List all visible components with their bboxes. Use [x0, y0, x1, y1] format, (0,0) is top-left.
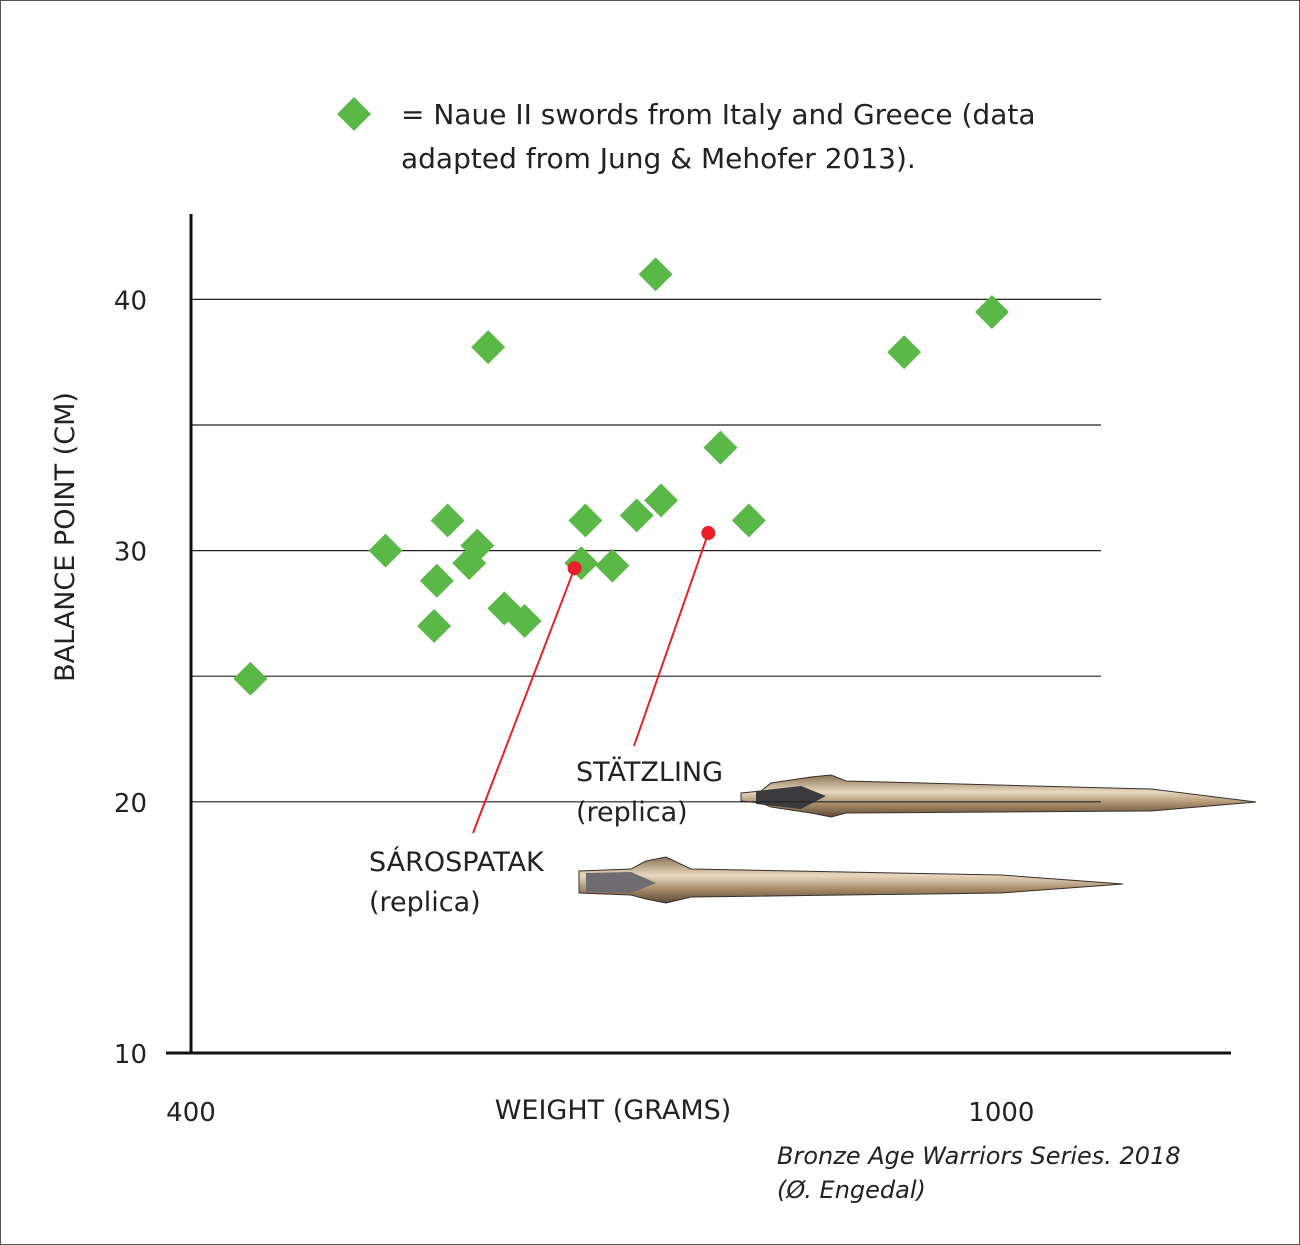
data-point — [638, 257, 673, 292]
x-tick-label: 400 — [166, 1098, 216, 1128]
credit-line: Bronze Age Warriors Series. 2018 — [777, 1142, 1181, 1170]
legend-marker — [337, 97, 371, 131]
y-tick-label: 40 — [114, 286, 147, 316]
data-point — [644, 483, 678, 518]
data-point — [430, 503, 465, 538]
y-tick-label: 30 — [114, 538, 147, 568]
data-point — [568, 503, 603, 538]
highlight-label: STÄTZLING — [576, 756, 723, 788]
credit: Bronze Age Warriors Series. 2018 (Ø. Eng… — [777, 1139, 1181, 1207]
highlight-point — [567, 561, 582, 576]
x-tick-label: 1000 — [968, 1098, 1034, 1128]
data-point — [564, 546, 599, 581]
credit-line: (Ø. Engedal) — [777, 1176, 926, 1204]
y-axis-label: BALANCE POINT (CM) — [50, 392, 81, 682]
highlight-point — [701, 526, 716, 541]
x-axis-label: WEIGHT (GRAMS) — [495, 1095, 732, 1126]
highlight-sublabel: (replica) — [576, 797, 688, 828]
data-point — [887, 335, 922, 370]
highlight-sublabel: (replica) — [369, 887, 481, 918]
y-tick-label: 10 — [114, 1040, 147, 1070]
data-point — [460, 528, 495, 563]
data-point — [417, 608, 452, 643]
data-point — [507, 603, 542, 638]
data-point — [619, 498, 654, 533]
y-tick-label: 20 — [114, 789, 147, 819]
sword-statzling — [740, 774, 1257, 818]
leader-line — [633, 532, 710, 747]
data-point — [974, 294, 1009, 329]
legend-text: = Naue II swords from Italy and Greece (… — [401, 98, 1036, 175]
data-point — [233, 661, 268, 696]
data-point — [471, 330, 506, 365]
highlight-label: SÁROSPATAK — [369, 846, 545, 878]
sword-sarospatak — [578, 856, 1124, 904]
data-point — [731, 503, 766, 538]
data-point — [368, 533, 403, 568]
leader-line — [472, 567, 576, 834]
data-point — [595, 548, 630, 583]
data-point — [419, 563, 454, 598]
data-point — [703, 430, 738, 465]
